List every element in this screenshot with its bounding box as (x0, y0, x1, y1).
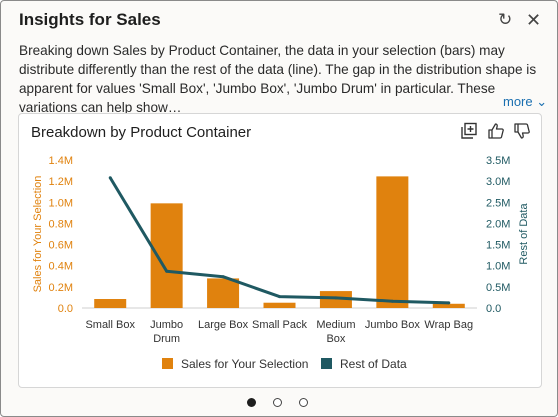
panel-title: Insights for Sales (19, 10, 161, 29)
more-link[interactable]: more ⌄ (503, 94, 548, 109)
thumbs-up-icon[interactable] (487, 122, 505, 140)
y2-tick-label: 1.0M (486, 261, 510, 273)
x-tick-label: Jumbo Box (365, 319, 421, 331)
add-to-canvas-icon[interactable] (460, 122, 478, 140)
legend-swatch-rest (321, 358, 332, 369)
line-point (278, 295, 281, 299)
line-point (108, 176, 112, 180)
x-tick-label: Medium (316, 319, 355, 331)
chart-bar (319, 291, 352, 308)
y2-axis-title: Rest of Data (518, 203, 530, 265)
chart-bar (376, 176, 409, 308)
chart-bar (207, 278, 240, 308)
y2-tick-label: 2.0M (486, 218, 510, 230)
pagination-dot[interactable] (273, 398, 282, 407)
y-tick-label: 0.4M (49, 261, 73, 273)
chart-bar (150, 203, 183, 308)
y-tick-label: 1.2M (49, 176, 73, 188)
chart-card: Breakdown by Product Container 0.0 0.2M 0.… (18, 113, 542, 388)
y-tick-label: 0.8M (49, 218, 73, 230)
y2-tick-label: 3.5M (486, 155, 510, 167)
x-tick-label: Drum (153, 333, 180, 345)
pagination-dot[interactable] (299, 398, 308, 407)
y-tick-label: 0.2M (49, 282, 73, 294)
y-axis-title: Sales for Your Selection (32, 176, 44, 293)
line-point (447, 301, 451, 305)
chart-title: Breakdown by Product Container (31, 124, 252, 141)
y-tick-label: 0.0 (58, 303, 73, 315)
y2-tick-label: 2.5M (486, 197, 510, 209)
y-tick-label: 0.6M (49, 240, 73, 252)
line-point (221, 275, 225, 279)
y-tick-label: 1.4M (49, 155, 73, 167)
legend-label-selection: Sales for Your Selection (181, 357, 308, 371)
chart-bar (94, 299, 127, 308)
x-tick-label: Large Box (198, 319, 249, 331)
legend-label-rest: Rest of Data (340, 357, 407, 371)
pagination-dot-active[interactable] (247, 398, 256, 407)
legend-swatch-selection (162, 358, 173, 369)
chart-bar (263, 302, 296, 308)
refresh-icon[interactable]: ↻ (498, 10, 513, 29)
y2-tick-label: 3.0M (486, 176, 510, 188)
chart-bar (432, 303, 465, 308)
x-tick-label: Box (326, 333, 345, 345)
line-point (390, 299, 394, 303)
y-tick-label: 1.0M (49, 197, 73, 209)
line-point (334, 296, 338, 300)
x-tick-label: Small Pack (252, 319, 308, 331)
y2-tick-label: 1.5M (486, 240, 510, 252)
y2-tick-label: 0.5M (486, 282, 510, 294)
thumbs-down-icon[interactable] (513, 122, 531, 140)
close-icon[interactable]: ✕ (526, 10, 542, 30)
insight-description: Breaking down Sales by Product Container… (19, 43, 537, 115)
line-point (165, 269, 169, 273)
breakdown-chart: 0.0 0.2M 0.4M 0.6M 0.8M 1.0M 1.2M 1.4M 0.0 0.5M 1.… (32, 155, 530, 371)
y2-tick-label: 0.0 (486, 303, 501, 315)
x-tick-label: Jumbo (150, 319, 183, 331)
x-tick-label: Wrap Bag (424, 319, 473, 331)
x-tick-label: Small Box (85, 319, 135, 331)
